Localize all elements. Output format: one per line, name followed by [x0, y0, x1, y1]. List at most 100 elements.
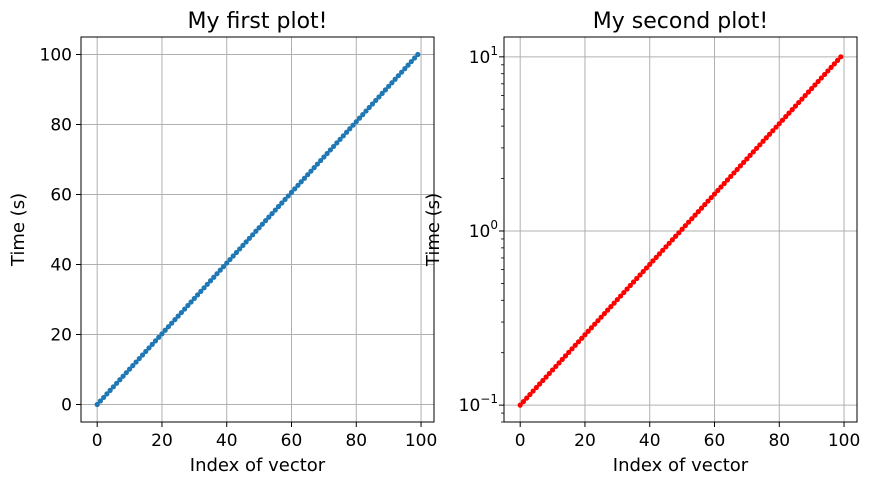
data-point [217, 267, 223, 273]
data-point [399, 69, 405, 75]
plot-frame [80, 36, 435, 423]
x-tick-label: 20 [574, 431, 596, 451]
x-tick-label: 0 [92, 431, 103, 451]
chart-title: My second plot! [593, 9, 768, 34]
data-point [549, 367, 556, 373]
data-point [650, 258, 656, 264]
series [517, 54, 844, 408]
data-point [133, 359, 139, 365]
data-point [792, 103, 799, 109]
data-point [114, 380, 120, 386]
data-point [643, 265, 650, 271]
y-axis-label: Time (s) [423, 193, 444, 267]
data-point [101, 394, 107, 401]
data-point [546, 370, 552, 377]
data-point [182, 306, 188, 312]
data-point [692, 212, 698, 218]
data-point [673, 233, 679, 239]
data-point [786, 110, 792, 116]
data-point [340, 133, 346, 139]
y-tick-label: 10−1 [459, 392, 498, 416]
data-point [110, 384, 116, 390]
data-point [595, 318, 601, 324]
data-point [540, 377, 546, 384]
axis-ticks: 0 20 40 60 80 100 10−1 100 101 [459, 44, 861, 451]
data-point [272, 207, 278, 213]
data-point [123, 370, 129, 376]
data-point [750, 149, 756, 155]
data-point [156, 334, 162, 340]
grid [81, 37, 434, 422]
data-point [695, 209, 701, 215]
x-tick-label: 80 [768, 431, 790, 451]
data-point [165, 324, 172, 330]
data-point [305, 172, 311, 178]
data-point [382, 87, 389, 93]
data-point [715, 187, 721, 194]
data-point [757, 142, 763, 148]
data-point [562, 353, 569, 359]
data-point [107, 387, 113, 393]
data-point [94, 401, 100, 408]
data-point [731, 170, 737, 176]
data-point [754, 145, 760, 151]
data-point [559, 356, 565, 362]
data-point [789, 107, 795, 113]
data-point [527, 391, 533, 398]
data-point [517, 402, 523, 408]
y-tick-label: 40 [50, 256, 72, 276]
x-tick-label: 40 [216, 431, 238, 451]
data-point [689, 216, 695, 222]
data-point [605, 307, 611, 313]
data-point [237, 246, 243, 252]
data-point [766, 131, 773, 137]
data-point [178, 309, 184, 316]
data-point [233, 249, 240, 256]
data-point [185, 302, 191, 309]
data-point [669, 237, 676, 243]
data-point [411, 55, 418, 61]
data-point [373, 97, 379, 104]
data-point [537, 381, 543, 387]
data-point [363, 108, 369, 114]
data-point [191, 295, 197, 302]
data-point [224, 260, 230, 266]
data-point [799, 96, 805, 102]
data-point [334, 140, 340, 146]
data-point [324, 150, 330, 157]
data-point [653, 254, 659, 260]
data-point [159, 331, 165, 337]
data-point [838, 54, 844, 60]
data-point [243, 239, 249, 245]
data-point [379, 90, 385, 96]
data-point [572, 342, 578, 348]
data-point [343, 129, 350, 135]
data-point [566, 349, 572, 355]
data-point [172, 317, 178, 323]
data-point [285, 193, 291, 199]
data-point [405, 62, 411, 68]
data-point [204, 281, 210, 287]
data-point [783, 114, 789, 120]
data-point [311, 165, 317, 171]
data-point [415, 51, 421, 58]
data-point [592, 321, 598, 327]
data-point [708, 194, 714, 201]
data-point [805, 89, 812, 95]
data-point [318, 157, 324, 164]
data-point [104, 391, 110, 397]
data-point [679, 226, 685, 232]
data-point [617, 293, 624, 299]
chart-panel-second: 0 20 40 60 80 100 10−1 100 101 My second plot! I… [423, 9, 860, 476]
x-axis-label: Index of vector [613, 455, 749, 476]
data-point [207, 278, 214, 284]
data-point [211, 274, 217, 280]
data-point [601, 311, 607, 317]
series [94, 51, 421, 408]
data-point [376, 94, 382, 100]
data-point [188, 299, 194, 305]
data-point [741, 159, 747, 165]
x-tick-label: 40 [639, 431, 661, 451]
data-point [292, 186, 298, 192]
